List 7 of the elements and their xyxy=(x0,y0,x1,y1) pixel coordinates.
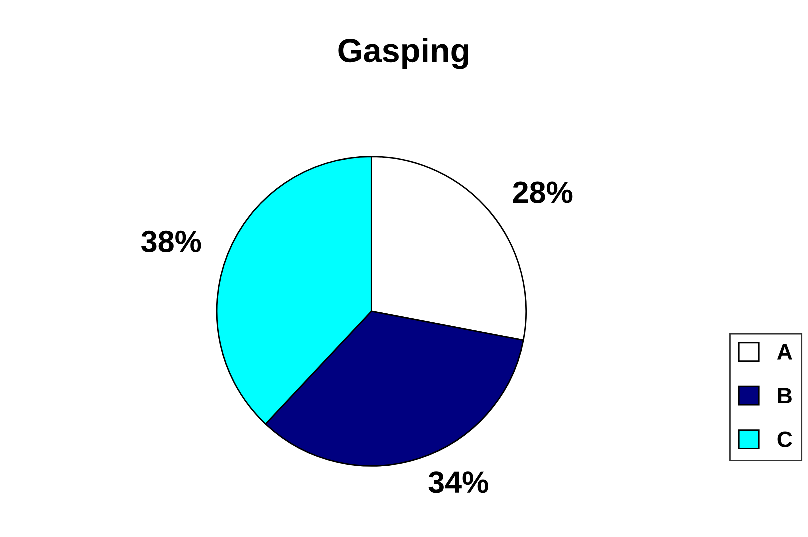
data-label: 34% xyxy=(428,472,488,494)
legend-label: C xyxy=(778,432,792,448)
legend-label: A xyxy=(777,344,792,360)
legend-label: B xyxy=(778,388,792,404)
data-label: 38% xyxy=(142,230,202,253)
chart-title: Gasping xyxy=(338,38,468,70)
data-label: 28% xyxy=(513,182,573,204)
